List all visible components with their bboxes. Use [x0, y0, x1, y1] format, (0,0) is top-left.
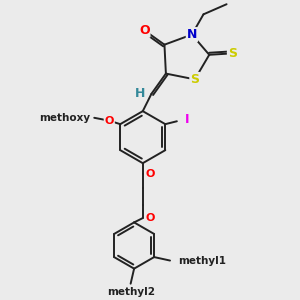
- Text: O: O: [105, 116, 114, 126]
- Text: S: S: [190, 73, 199, 86]
- Text: I: I: [185, 113, 189, 126]
- Text: S: S: [228, 47, 237, 60]
- Text: O: O: [139, 24, 149, 37]
- Text: N: N: [187, 28, 197, 41]
- Text: O: O: [145, 213, 155, 223]
- Text: methoxy: methoxy: [39, 113, 90, 123]
- Text: methyl1: methyl1: [178, 256, 226, 266]
- Text: O: O: [145, 169, 155, 179]
- Text: methyl2: methyl2: [106, 287, 154, 297]
- Text: H: H: [135, 87, 146, 100]
